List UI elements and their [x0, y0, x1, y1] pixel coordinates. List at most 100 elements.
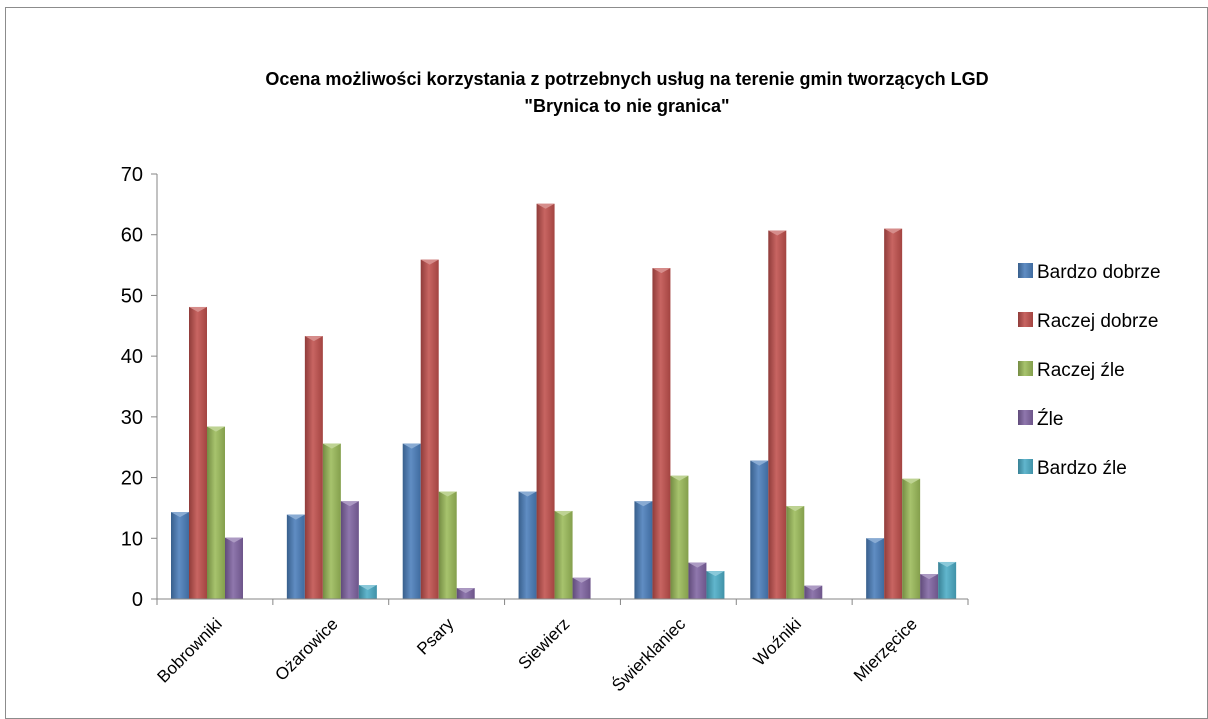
- bar-cap: [920, 574, 939, 580]
- bar-cap: [358, 585, 377, 591]
- bar-Psary-raczej-źle: [438, 491, 457, 599]
- bar-cap: [225, 537, 243, 543]
- bar-cap: [438, 491, 457, 497]
- bar-cap: [536, 203, 555, 209]
- y-tick-label: 60: [121, 225, 143, 247]
- y-tick-label: 20: [121, 468, 143, 490]
- y-tick-label: 40: [121, 346, 143, 368]
- bar-cap: [456, 588, 475, 594]
- x-tick-label-2: Psary: [413, 614, 458, 659]
- bar-body: [902, 478, 921, 599]
- bar-body: [286, 514, 305, 599]
- legend-label: Bardzo źle: [1037, 458, 1127, 479]
- bar-body: [920, 574, 939, 599]
- y-tick-label: 0: [132, 589, 143, 611]
- bar-Woźniki-bardzo-dobrze: [750, 460, 769, 599]
- bar-body: [322, 443, 341, 599]
- bar-cap: [786, 506, 805, 512]
- x-tick-label-0: Bobrowniki: [154, 614, 226, 686]
- bar-cap: [207, 426, 225, 432]
- bar-Bobrowniki-źle: [225, 537, 243, 599]
- bar-Siewierz-raczej-źle: [554, 510, 573, 599]
- bar-body: [634, 501, 653, 599]
- bar-body: [456, 588, 475, 599]
- legend-swatch: [1018, 361, 1033, 376]
- bar-Woźniki-źle: [804, 585, 823, 599]
- x-tick-label-5: Woźniki: [750, 614, 805, 669]
- y-tick-label: 10: [121, 528, 143, 550]
- bar-Psary-źle: [456, 588, 475, 599]
- bar-Świerklaniec-raczej-dobrze: [652, 268, 671, 599]
- bar-Mierzęcice-bardzo-źle: [938, 561, 957, 599]
- bar-body: [688, 562, 707, 599]
- bar-Świerklaniec-raczej-źle: [670, 475, 689, 599]
- bar-body: [402, 443, 421, 599]
- legend-item-3: Źle: [1018, 409, 1063, 430]
- bars-group: [171, 203, 957, 599]
- chart-title-line-1: Ocena możliwości korzystania z potrzebny…: [265, 69, 989, 89]
- bar-body: [750, 460, 769, 599]
- bar-Bobrowniki-raczej-źle: [207, 426, 225, 599]
- y-tick-label: 70: [121, 164, 143, 186]
- legend-label: Źle: [1037, 409, 1063, 430]
- bar-cap: [902, 478, 921, 484]
- bar-cap: [688, 562, 707, 568]
- bar-cap: [189, 306, 207, 312]
- bar-body: [304, 336, 323, 599]
- bar-Bobrowniki-bardzo-dobrze: [171, 512, 189, 599]
- legend-item-2: Raczej źle: [1018, 360, 1125, 381]
- y-tick-label: 30: [121, 407, 143, 429]
- bar-Siewierz-bardzo-dobrze: [518, 491, 537, 599]
- bar-body: [572, 577, 591, 599]
- legend: Bardzo dobrze Raczej dobrze Raczej źle Źle B…: [1018, 262, 1161, 479]
- bar-cap: [518, 491, 537, 497]
- x-tick-label-3: Siewierz: [514, 614, 573, 673]
- bar-Bobrowniki-raczej-dobrze: [189, 306, 207, 599]
- bar-body: [171, 512, 189, 599]
- bar-body: [884, 228, 903, 599]
- legend-label: Bardzo dobrze: [1037, 262, 1161, 283]
- bar-Świerklaniec-źle: [688, 562, 707, 599]
- bar-cap: [750, 460, 769, 466]
- bar-Psary-bardzo-dobrze: [402, 443, 421, 599]
- bar-body: [438, 491, 457, 599]
- bar-cap: [402, 443, 421, 449]
- x-tick-label-6: Mierzęcice: [850, 614, 921, 685]
- bar-Mierzęcice-raczej-dobrze: [884, 228, 903, 599]
- bar-cap: [572, 577, 591, 583]
- bar-Świerklaniec-bardzo-dobrze: [634, 501, 653, 599]
- bar-Ożarowice-raczej-dobrze: [304, 336, 323, 599]
- bar-Świerklaniec-bardzo-źle: [706, 571, 725, 599]
- bar-cap: [322, 443, 341, 449]
- bar-cap: [171, 512, 189, 518]
- bar-cap: [804, 585, 823, 591]
- bar-cap: [554, 510, 573, 516]
- bar-Psary-raczej-dobrze: [420, 259, 439, 599]
- bar-Ożarowice-bardzo-dobrze: [286, 514, 305, 599]
- bar-body: [189, 306, 207, 599]
- bar-Ożarowice-bardzo-źle: [358, 585, 377, 599]
- bar-Siewierz-raczej-dobrze: [536, 203, 555, 599]
- bar-Woźniki-raczej-źle: [786, 506, 805, 599]
- legend-label: Raczej dobrze: [1037, 311, 1158, 332]
- bar-body: [554, 510, 573, 599]
- legend-swatch: [1018, 410, 1033, 425]
- bar-cap: [768, 230, 787, 236]
- legend-item-0: Bardzo dobrze: [1018, 262, 1161, 283]
- bar-cap: [286, 514, 305, 520]
- bar-body: [938, 561, 957, 599]
- bar-Ożarowice-raczej-źle: [322, 443, 341, 599]
- chart-title-line-2: "Brynica to nie granica": [524, 96, 730, 116]
- bar-body: [518, 491, 537, 599]
- bar-Mierzęcice-bardzo-dobrze: [866, 538, 885, 599]
- bar-Siewierz-źle: [572, 577, 591, 599]
- chart-title: Ocena możliwości korzystania z potrzebny…: [0, 66, 1208, 120]
- bar-body: [358, 585, 377, 599]
- bar-body: [786, 506, 805, 599]
- bar-body: [207, 426, 225, 599]
- x-tick-label-4: Świerklaniec: [608, 614, 689, 695]
- bar-Mierzęcice-raczej-źle: [902, 478, 921, 599]
- legend-label: Raczej źle: [1037, 360, 1125, 381]
- bar-body: [670, 475, 689, 599]
